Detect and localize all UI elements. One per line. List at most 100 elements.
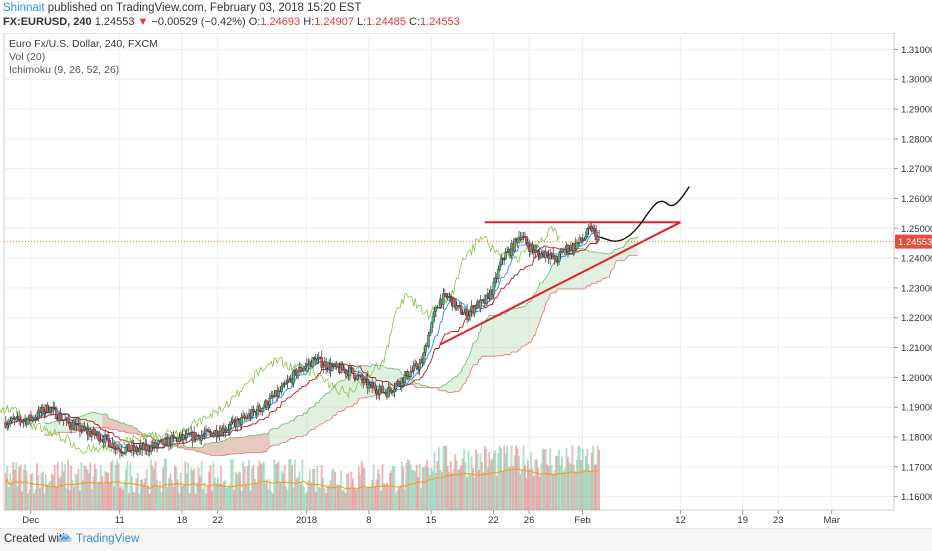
candle-body [103, 434, 107, 443]
volume-bar [252, 464, 255, 510]
volume-bar [188, 493, 191, 510]
volume-bar [151, 465, 154, 510]
volume-bar [43, 493, 46, 510]
candle-body [170, 435, 174, 445]
volume-bar [33, 493, 35, 510]
volume-bar [352, 478, 354, 510]
volume-bar [119, 487, 121, 510]
candle-body [363, 378, 367, 383]
volume-bar [234, 472, 237, 510]
tradingview-brand[interactable]: TradingView [76, 533, 140, 545]
volume-bar [301, 459, 304, 510]
volume-bar [4, 472, 7, 510]
volume-bar [79, 490, 81, 510]
volume-bar [237, 471, 240, 510]
candle-body [54, 407, 58, 419]
volume-bar [581, 449, 584, 510]
candle-body [59, 413, 62, 421]
candle-body [584, 236, 588, 240]
candle-body [7, 423, 10, 425]
candle-body [14, 417, 18, 420]
volume-bar [220, 465, 222, 510]
candle-body [505, 251, 509, 253]
volume-bar [47, 482, 50, 510]
candle-body [502, 258, 506, 261]
candle-body [127, 444, 131, 452]
candle-body [268, 397, 272, 406]
volume-bar [142, 483, 145, 510]
volume-bar [191, 470, 194, 510]
candle-body [123, 452, 126, 454]
volume-bar [270, 491, 273, 510]
price-tick-label: 1.20000 [901, 373, 932, 384]
volume-bar [239, 472, 241, 510]
volume-bar [286, 489, 289, 510]
price-tick-label: 1.31000 [901, 45, 932, 56]
volume-bar [27, 493, 29, 510]
candle-body [223, 430, 227, 433]
volume-bar [350, 471, 353, 510]
volume-bar [550, 465, 553, 510]
volume-bar [102, 484, 105, 510]
candle-body [442, 293, 445, 305]
candle-body [378, 389, 381, 395]
volume-bar [206, 486, 209, 510]
time-axis[interactable]: Dec 11 18 22 2018 8 15 22 26 Feb 12 19 23 Mar [22, 510, 840, 526]
candle-body [258, 405, 261, 411]
volume-bar [233, 489, 236, 510]
candle-body [418, 363, 421, 370]
drawing-tools[interactable] [439, 186, 690, 346]
time-tick-label: 12 [675, 515, 686, 526]
last-price-tag-bg [895, 234, 932, 249]
volume-bar [209, 464, 212, 510]
candle-body [594, 229, 598, 241]
volume-bar [489, 460, 492, 510]
price-chart[interactable]: 1.16000 1.17000 1.18000 1.19000 1.20000 1.210… [0, 32, 932, 528]
volume-bar [288, 459, 290, 510]
volume-bar [80, 462, 83, 510]
volume-bar [260, 463, 262, 510]
volume-bar [277, 461, 280, 510]
candle-body [350, 366, 353, 369]
candle-body [461, 313, 464, 316]
candle-body [494, 277, 497, 283]
volume-bar [98, 481, 101, 510]
low-value: 1.24485 [366, 16, 406, 28]
volume-bar [313, 468, 316, 510]
volume-bar [108, 483, 111, 510]
volume-bar [340, 470, 342, 510]
price-tick-label: 1.30000 [901, 75, 932, 86]
volume-bar [484, 446, 486, 510]
price-axis[interactable]: 1.16000 1.17000 1.18000 1.19000 1.20000 1.210… [893, 33, 932, 510]
volume-bar [193, 468, 196, 510]
volume-bar [429, 475, 431, 510]
legend-title[interactable]: Euro Fx/U.S. Dollar, 240, FXCM [9, 38, 158, 50]
candle-body [559, 251, 562, 253]
volume-bar [354, 489, 357, 510]
volume-bar [399, 485, 402, 510]
volume-bar [544, 449, 547, 510]
volume-bar [95, 468, 98, 510]
volume-bar [460, 465, 463, 510]
volume-bar [6, 465, 9, 510]
low-label: L: [357, 16, 367, 28]
author-name[interactable]: Shinnait [3, 2, 45, 14]
candle-body [556, 261, 559, 263]
time-tick-label: 22 [212, 515, 223, 526]
candle-body [403, 375, 407, 383]
legend-vol[interactable]: Vol (20) [9, 51, 45, 63]
volume-bar [371, 480, 374, 510]
cloud-red-fill [102, 413, 270, 456]
volume-bar [461, 458, 464, 510]
legend-ichimoku[interactable]: Ichimoku (9, 26, 52, 26) [9, 64, 119, 76]
volume-bar [283, 465, 286, 510]
volume-bar [396, 490, 399, 510]
volume-bar [221, 484, 224, 510]
candle-body [351, 367, 355, 374]
chart-area[interactable]: 1.16000 1.17000 1.18000 1.19000 1.20000 1.210… [0, 32, 932, 528]
volume-bar [25, 470, 28, 510]
volume-bar [22, 469, 25, 510]
volume-bar [414, 471, 417, 510]
volume-bar [242, 461, 244, 510]
volume-bar [346, 473, 348, 510]
